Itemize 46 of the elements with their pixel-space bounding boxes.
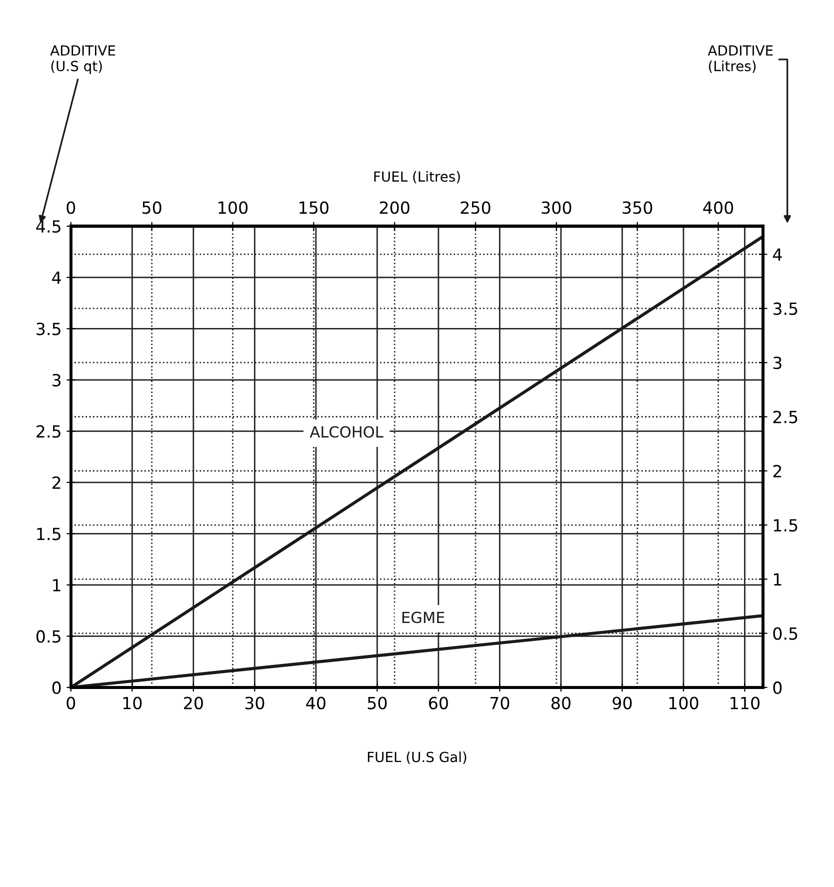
y-tick-label: 2.5 bbox=[36, 425, 60, 438]
y2-tick-label: 2 bbox=[773, 464, 782, 478]
x-tick-label: 80 bbox=[551, 696, 570, 710]
x-axis-title: FUEL (U.S Gal) bbox=[368, 751, 466, 764]
y-tick-label: 0 bbox=[52, 681, 61, 694]
text: ADDITIVE (U.S qt) bbox=[50, 45, 116, 74]
y-tick-label: 0.5 bbox=[36, 630, 60, 643]
y2-tick-label: 0.5 bbox=[773, 627, 798, 640]
y2-tick-label: 4 bbox=[772, 248, 782, 261]
x-tick-label: 60 bbox=[429, 696, 448, 710]
y-tick-label: 2 bbox=[52, 476, 60, 489]
x2-tick-label: 400 bbox=[703, 201, 734, 214]
x2-tick-label: 50 bbox=[142, 201, 162, 214]
x2-tick-label: 150 bbox=[300, 201, 328, 214]
x2-tick-label: 350 bbox=[622, 201, 652, 214]
text: ALCOHOL bbox=[310, 426, 384, 438]
y-tick-label: 1.5 bbox=[37, 528, 60, 540]
y2-tick-label: 1.5 bbox=[774, 519, 798, 532]
y-tick-label: 3 bbox=[52, 374, 61, 386]
x-tick-label: 30 bbox=[245, 696, 264, 710]
y2-tick-label: 3.5 bbox=[773, 302, 798, 316]
x-tick-label: 90 bbox=[612, 696, 632, 710]
series-label: EGME bbox=[402, 612, 444, 624]
y2-tick-label: 2.5 bbox=[773, 410, 798, 424]
x2-axis-title: FUEL (Litres) bbox=[374, 171, 460, 184]
x2-tick-label: 100 bbox=[218, 201, 248, 214]
x-tick-label: 70 bbox=[490, 696, 510, 710]
text: ADDITIVE (Litres) bbox=[708, 45, 773, 73]
x-tick-label: 20 bbox=[184, 696, 203, 710]
x2-tick-label: 300 bbox=[542, 201, 572, 214]
x-tick-label: 110 bbox=[730, 696, 760, 710]
x2-tick-label: 200 bbox=[380, 201, 410, 214]
y2-tick-label: 3 bbox=[773, 356, 782, 370]
x2-tick-label: 250 bbox=[460, 201, 490, 214]
y2-tick-label: 1 bbox=[774, 573, 782, 586]
x-tick-label: 0 bbox=[66, 696, 76, 710]
y-tick-label: 1 bbox=[53, 579, 60, 592]
x-tick-label: 40 bbox=[306, 696, 326, 710]
x-tick-label: 50 bbox=[368, 696, 387, 710]
y-tick-label: 3.5 bbox=[36, 322, 60, 336]
y-tick-label: 4.5 bbox=[36, 220, 60, 233]
y-tick-label: 4 bbox=[52, 272, 61, 284]
x-tick-label: 100 bbox=[669, 696, 698, 710]
x-tick-label: 10 bbox=[123, 696, 142, 710]
x2-tick-label: 0 bbox=[66, 201, 76, 214]
y2-tick-label: 0 bbox=[773, 681, 782, 694]
